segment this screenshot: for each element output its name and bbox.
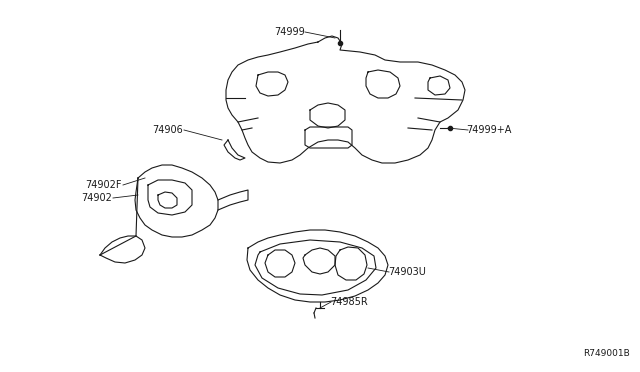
Text: 74902F: 74902F — [86, 180, 122, 190]
Text: 74985R: 74985R — [330, 297, 368, 307]
Text: 74999+A: 74999+A — [466, 125, 511, 135]
Text: 74902: 74902 — [81, 193, 112, 203]
Text: 74906: 74906 — [152, 125, 183, 135]
Text: 74903U: 74903U — [388, 267, 426, 277]
Text: 74999: 74999 — [275, 27, 305, 37]
Text: R749001B: R749001B — [583, 349, 630, 358]
